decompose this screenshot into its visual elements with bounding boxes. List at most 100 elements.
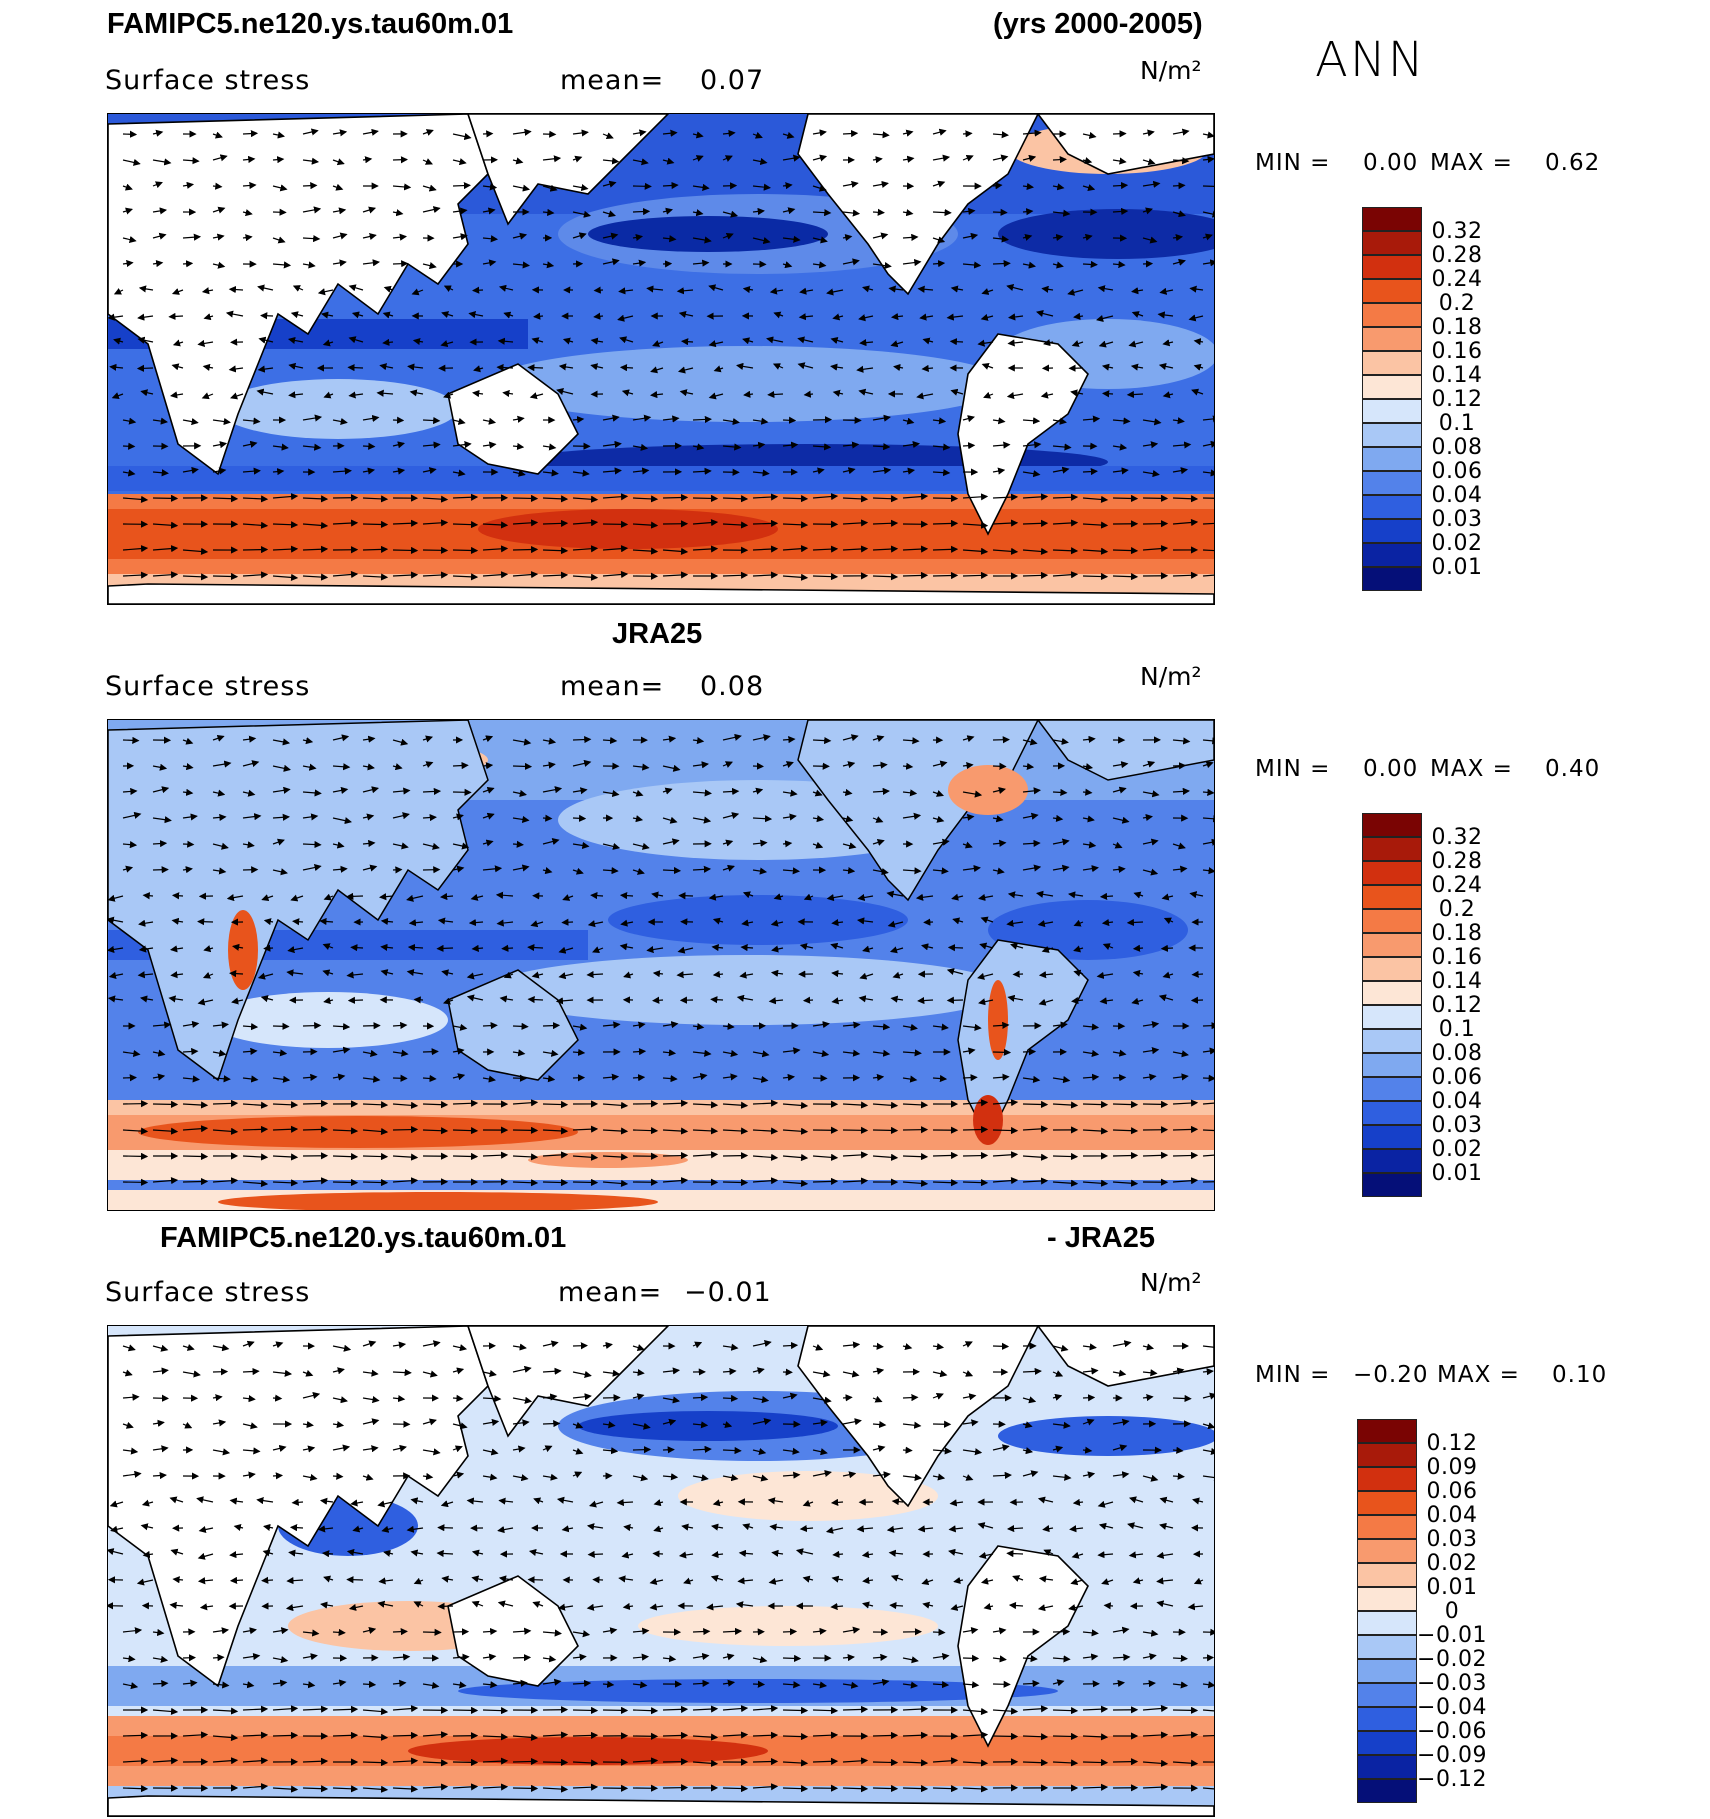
stress-vector-arrow <box>542 761 556 769</box>
stress-vector-arrow <box>872 735 885 742</box>
stress-vector-arrow <box>422 495 449 503</box>
panel2-min-value: 0.00 <box>1363 756 1419 782</box>
stress-vector-arrow <box>230 392 244 400</box>
stress-vector-arrow <box>542 155 562 163</box>
stress-vector-arrow <box>383 285 394 293</box>
stress-vector-arrow <box>542 1100 569 1109</box>
stress-vector-arrow <box>1142 207 1154 215</box>
stress-vector-arrow <box>872 761 888 769</box>
stress-vector-arrow <box>422 761 434 768</box>
stress-vector-arrow <box>572 495 599 503</box>
stress-vector-arrow <box>302 495 329 503</box>
stress-vector-arrow <box>1082 184 1096 192</box>
colorbar-level-label: 0.18 <box>1431 315 1483 340</box>
stress-vector-arrow <box>1202 233 1213 241</box>
stress-vector-arrow <box>542 443 557 451</box>
stress-vector-arrow <box>242 155 256 164</box>
stress-vector-arrow <box>137 336 154 344</box>
colorbar-level-label: 0.28 <box>1431 243 1483 268</box>
stress-vector-arrow <box>782 441 799 449</box>
stress-vector-arrow <box>1022 470 1041 478</box>
stress-vector-arrow <box>722 417 740 426</box>
stress-vector-arrow <box>332 786 349 794</box>
stress-vector-arrow <box>932 128 947 136</box>
stress-vector-arrow <box>962 232 979 240</box>
stress-vector-arrow <box>842 467 856 475</box>
stress-vector-arrow <box>1022 1048 1037 1056</box>
stress-vector-arrow <box>1202 210 1214 218</box>
stress-vector-arrow <box>452 1127 479 1135</box>
stress-vector-arrow <box>152 129 164 137</box>
stress-vector-arrow <box>962 761 974 770</box>
stress-vector-arrow <box>992 815 1004 823</box>
stress-vector-arrow <box>842 519 869 527</box>
stress-vector-arrow <box>512 762 533 771</box>
stress-vector-arrow <box>170 391 184 399</box>
stress-vector-arrow <box>932 208 952 217</box>
stress-vector-arrow <box>662 787 673 795</box>
stress-vector-arrow <box>392 1125 419 1134</box>
stress-vector-arrow <box>382 311 394 319</box>
stress-vector-arrow <box>902 789 918 797</box>
stress-vector-arrow <box>1096 314 1114 322</box>
stress-vector-arrow <box>1172 571 1199 579</box>
stress-vector-arrow <box>842 180 859 188</box>
stress-vector-arrow <box>302 521 329 530</box>
stress-vector-arrow <box>362 813 375 821</box>
colorbar-level-label: 0.16 <box>1431 945 1483 970</box>
stress-vector-arrow <box>812 209 832 217</box>
stress-vector-arrow <box>302 1125 329 1134</box>
stress-vector-arrow <box>1172 1654 1189 1663</box>
stress-vector-arrow <box>692 518 719 527</box>
stress-vector-arrow <box>542 571 569 579</box>
stress-vector-arrow <box>272 764 291 772</box>
stress-vector-arrow <box>842 1705 869 1714</box>
stress-vector-arrow <box>662 415 680 423</box>
stress-vector-arrow <box>590 363 604 371</box>
stress-vector-arrow <box>932 815 945 823</box>
stress-vector-arrow <box>242 440 258 448</box>
stress-vector-arrow <box>1112 207 1129 216</box>
stress-vector-arrow <box>652 340 664 347</box>
stress-vector-arrow <box>1202 522 1214 525</box>
stress-vector-arrow <box>722 1178 749 1187</box>
stress-vector-arrow <box>351 311 364 319</box>
stress-vector-arrow <box>392 519 419 527</box>
stress-vector-arrow <box>902 467 916 475</box>
stress-vector-arrow <box>542 1420 561 1428</box>
stress-vector-arrow <box>412 337 424 346</box>
stress-vector-arrow <box>272 813 291 821</box>
stress-vector-arrow <box>501 944 514 952</box>
stress-vector-arrow <box>602 258 620 266</box>
stress-vector-arrow <box>1036 310 1054 317</box>
stress-vector-arrow <box>182 466 199 474</box>
stress-vector-arrow <box>1142 1100 1169 1108</box>
stress-vector-arrow <box>290 311 304 319</box>
stress-vector-arrow <box>272 468 285 476</box>
stress-vector-arrow <box>1202 788 1214 796</box>
stress-vector-arrow <box>962 1179 989 1187</box>
stress-vector-arrow <box>422 735 434 743</box>
stress-vector-arrow <box>332 129 348 137</box>
stress-vector-arrow <box>1041 285 1054 293</box>
stress-vector-arrow <box>736 362 754 370</box>
stress-vector-arrow <box>752 1757 779 1766</box>
stress-vector-arrow <box>572 416 585 424</box>
stress-vector-arrow <box>242 467 261 475</box>
stress-vector-arrow <box>992 131 1010 139</box>
colorbar-level-label: 0.02 <box>1426 1551 1478 1576</box>
stress-vector-arrow <box>662 547 689 555</box>
stress-vector-arrow <box>452 1706 479 1714</box>
stress-vector-arrow <box>362 763 375 771</box>
stress-vector-arrow <box>272 1731 299 1740</box>
stress-vector-arrow <box>1202 469 1214 477</box>
stress-vector-arrow <box>542 519 569 527</box>
stress-vector-arrow <box>826 288 844 296</box>
stress-vector-arrow <box>1142 760 1156 768</box>
colorbar-level-label: 0.03 <box>1431 507 1483 532</box>
stress-vector-arrow <box>168 312 184 321</box>
stress-vector-arrow <box>272 786 291 794</box>
stress-vector-arrow <box>872 1342 884 1350</box>
stress-vector-arrow <box>212 789 226 797</box>
stress-vector-arrow <box>1172 1394 1192 1403</box>
